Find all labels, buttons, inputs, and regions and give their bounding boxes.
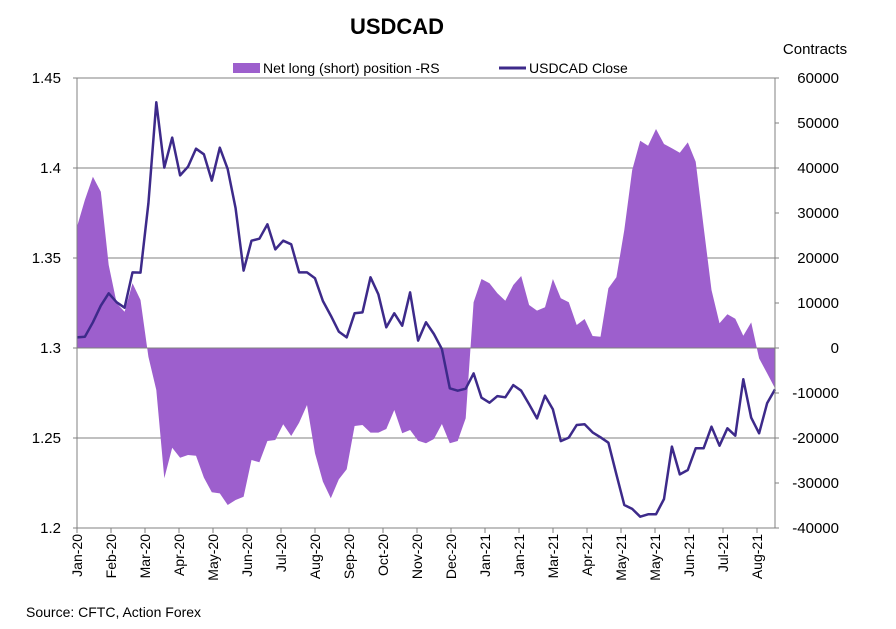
left-tick-label: 1.45 — [32, 70, 61, 87]
x-tick-label: Jun-21 — [681, 534, 697, 577]
right-tick-label: 40000 — [797, 160, 839, 177]
left-tick-label: 1.25 — [32, 430, 61, 447]
right-tick-label: -30000 — [792, 475, 839, 492]
x-tick-label: Apr-21 — [579, 534, 595, 576]
right-tick-label: 50000 — [797, 115, 839, 132]
source-note: Source: CFTC, Action Forex — [26, 604, 201, 620]
x-tick-label: May-20 — [205, 534, 221, 581]
right-tick-label: -20000 — [792, 430, 839, 447]
legend-label-line: USDCAD Close — [529, 60, 628, 76]
legend: Net long (short) position -RS USDCAD Clo… — [233, 60, 628, 76]
right-tick-label: 0 — [831, 340, 839, 357]
legend-label-area: Net long (short) position -RS — [263, 60, 440, 76]
axes — [76, 77, 776, 529]
x-tick-label: Jan-21 — [511, 534, 527, 577]
x-tick-label: May-21 — [613, 534, 629, 581]
line-series — [76, 101, 777, 518]
legend-swatch-area — [233, 63, 260, 73]
right-tick-label: 60000 — [797, 70, 839, 87]
x-tick-label: May-21 — [647, 534, 663, 581]
left-axis-ticks: 1.2 1.25 1.3 1.35 1.4 1.45 — [32, 70, 77, 537]
x-tick-label: Aug-20 — [307, 534, 323, 579]
left-tick-label: 1.3 — [40, 340, 61, 357]
right-axis-title: Contracts — [783, 41, 847, 58]
x-tick-label: Mar-21 — [545, 534, 561, 579]
x-tick-label: Aug-21 — [749, 534, 765, 579]
x-tick-label: Jan-20 — [69, 534, 85, 577]
x-tick-label: Jul-21 — [715, 534, 731, 572]
x-axis-ticks: Jan-20 Feb-20 Mar-20 Apr-20 May-20 Jun-20 Jul-… — [69, 528, 765, 581]
x-tick-label: Oct-20 — [375, 534, 391, 576]
area-series — [77, 129, 775, 505]
left-tick-label: 1.35 — [32, 250, 61, 267]
x-tick-label: Jun-20 — [239, 534, 255, 577]
left-tick-label: 1.2 — [40, 520, 61, 537]
net-position-area — [77, 129, 775, 505]
x-tick-label: Nov-20 — [409, 534, 425, 579]
x-tick-label: Jan-21 — [477, 534, 493, 577]
x-tick-label: Jul-20 — [273, 534, 289, 572]
x-tick-label: Feb-20 — [103, 534, 119, 579]
right-tick-label: -40000 — [792, 520, 839, 537]
x-tick-label: Sep-20 — [341, 534, 357, 579]
right-tick-label: 20000 — [797, 250, 839, 267]
usdcad-close-line — [76, 101, 777, 518]
right-tick-label: 30000 — [797, 205, 839, 222]
x-tick-label: Mar-20 — [137, 534, 153, 579]
left-tick-label: 1.4 — [40, 160, 61, 177]
x-tick-label: Dec-20 — [443, 534, 459, 579]
x-tick-label: Apr-20 — [171, 534, 187, 576]
right-axis-ticks: -40000 -30000 -20000 -10000 0 10000 20000 30000… — [775, 70, 839, 537]
chart-title: USDCAD — [350, 14, 444, 39]
right-tick-label: 10000 — [797, 295, 839, 312]
right-tick-label: -10000 — [792, 385, 839, 402]
